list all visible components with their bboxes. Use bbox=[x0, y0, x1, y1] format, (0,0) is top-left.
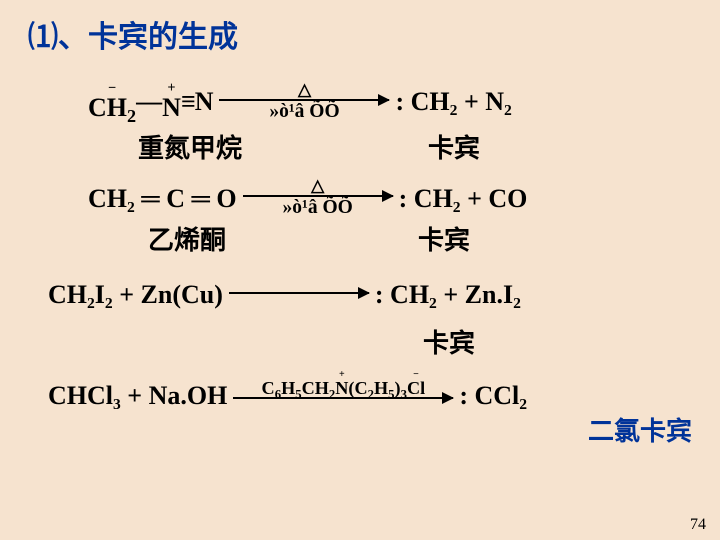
arrow-top-delta: △ bbox=[298, 82, 311, 99]
ch2-minus: − CH2 bbox=[88, 83, 136, 120]
page-number: 74 bbox=[690, 516, 706, 534]
arrow-top-delta-2: △ bbox=[311, 178, 324, 195]
reaction-3-formula: CH₂I₂ + Zn(Cu) : CH₂ + Zn.I₂ bbox=[28, 275, 692, 315]
arrow-bottom-text-2: »ò¹â ÕÕ bbox=[282, 197, 352, 218]
label-carbene-3: 卡宾 bbox=[423, 323, 475, 360]
arrow-top-catalyst: C6H5CH2+N(C2H5)3−Cl bbox=[262, 371, 426, 397]
reaction-3-products: : CH₂ + Zn.I₂ bbox=[375, 280, 521, 310]
reaction-1-formula: − CH2 — + N ≡ N △ »ò¹â ÕÕ : CH₂ + N₂ bbox=[28, 82, 692, 122]
reaction-1-arrow: △ »ò¹â ÕÕ bbox=[219, 82, 389, 122]
slide: ⑴、卡宾的生成 − CH2 — + N ≡ N △ »ò¹â ÕÕ : CH₂ … bbox=[0, 0, 720, 540]
reaction-2-products: : CH₂ + CO bbox=[399, 184, 528, 214]
label-diazomethane: 重氮甲烷 bbox=[138, 128, 242, 165]
label-carbene-2: 卡宾 bbox=[418, 220, 470, 257]
n-plus: + N bbox=[162, 83, 181, 120]
reaction-4-reactants: CHCl₃ + Na.OH bbox=[48, 381, 227, 411]
reaction-2: CH₂ ═ C ═ O △ »ò¹â ÕÕ : CH₂ + CO 乙烯酮 卡宾 bbox=[28, 178, 692, 218]
arrow-line bbox=[219, 99, 389, 101]
arrow-line-2 bbox=[243, 195, 393, 197]
reaction-3-reactants: CH₂I₂ + Zn(Cu) bbox=[48, 280, 223, 310]
reaction-4-arrow: C6H5CH2+N(C2H5)3−Cl bbox=[233, 371, 453, 421]
n-atom: N bbox=[195, 87, 214, 117]
reaction-1-products: : CH₂ + N₂ bbox=[395, 87, 511, 117]
bond-triple: ≡ bbox=[181, 87, 195, 117]
arrow-line-3 bbox=[229, 292, 369, 294]
label-ketene: 乙烯酮 bbox=[148, 220, 226, 257]
reaction-2-arrow: △ »ò¹â ÕÕ bbox=[243, 178, 393, 218]
reaction-3: CH₂I₂ + Zn(Cu) : CH₂ + Zn.I₂ 卡宾 bbox=[28, 275, 692, 315]
arrow-line-4 bbox=[233, 397, 453, 399]
label-carbene-1: 卡宾 bbox=[428, 128, 480, 165]
reaction-2-formula: CH₂ ═ C ═ O △ »ò¹â ÕÕ : CH₂ + CO bbox=[28, 178, 692, 218]
slide-title: ⑴、卡宾的生成 bbox=[28, 12, 692, 56]
bond-single: — bbox=[136, 87, 162, 117]
label-dichlorocarbene: 二氯卡宾 bbox=[588, 411, 692, 448]
reaction-4: CHCl₃ + Na.OH C6H5CH2+N(C2H5)3−Cl : CCl₂… bbox=[28, 371, 692, 421]
reaction-2-reactant: CH₂ ═ C ═ O bbox=[88, 184, 237, 214]
reaction-1: − CH2 — + N ≡ N △ »ò¹â ÕÕ : CH₂ + N₂ 重氮甲… bbox=[28, 82, 692, 122]
reaction-4-products: : CCl₂ bbox=[459, 381, 527, 411]
arrow-bottom-text: »ò¹â ÕÕ bbox=[269, 101, 339, 122]
reaction-3-arrow bbox=[229, 275, 369, 315]
